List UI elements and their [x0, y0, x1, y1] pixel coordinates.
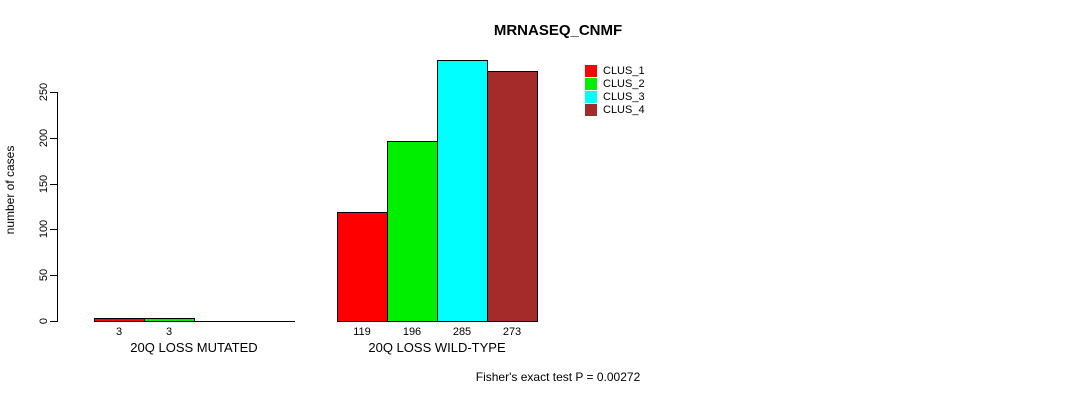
legend-label: CLUS_4 [603, 103, 645, 116]
bar-value-label: 3 [165, 326, 173, 338]
y-tick-label: 250 [38, 82, 50, 102]
y-tick-label: 50 [38, 268, 50, 282]
legend-swatch-icon [585, 77, 597, 90]
bar-clus_3 [437, 60, 488, 322]
legend-item-clus_4: CLUS_4 [585, 103, 645, 116]
legend-label: CLUS_1 [603, 64, 645, 77]
legend-swatch-icon [585, 90, 597, 103]
bar-clus_2 [144, 318, 195, 322]
y-tick [50, 138, 57, 139]
y-tick-label: 200 [38, 128, 50, 148]
bar-value-label: 196 [402, 326, 422, 338]
y-axis-title: number of cases [3, 145, 17, 235]
legend-item-clus_3: CLUS_3 [585, 90, 645, 103]
legend-label: CLUS_2 [603, 77, 645, 90]
bar-clus_4 [487, 71, 538, 322]
chart-title: MRNASEQ_CNMF [493, 22, 623, 39]
y-tick-label: 100 [38, 219, 50, 239]
bar-value-label: 3 [115, 326, 123, 338]
category-label: 20Q LOSS MUTATED [130, 340, 258, 355]
bar-value-label: 273 [502, 326, 522, 338]
bar-value-label: 285 [452, 326, 472, 338]
bar-clus_2 [387, 141, 438, 322]
y-tick-label: 150 [38, 174, 50, 194]
bar-value-label: 119 [353, 326, 371, 338]
y-tick [50, 92, 57, 93]
y-tick [50, 184, 57, 185]
y-tick [50, 229, 57, 230]
fisher-test-annotation: Fisher's exact test P = 0.00272 [475, 370, 641, 384]
legend: CLUS_1 CLUS_2 CLUS_3 CLUS_4 [585, 64, 645, 116]
y-axis-line [57, 92, 58, 322]
legend-swatch-icon [585, 103, 597, 116]
legend-item-clus_2: CLUS_2 [585, 77, 645, 90]
y-tick-label: 0 [38, 317, 50, 325]
y-tick [50, 321, 57, 322]
legend-label: CLUS_3 [603, 90, 645, 103]
legend-item-clus_1: CLUS_1 [585, 64, 645, 77]
legend-swatch-icon [585, 64, 597, 77]
category-label: 20Q LOSS WILD-TYPE [368, 340, 506, 355]
y-tick [50, 275, 57, 276]
bar-clus_1 [94, 318, 145, 322]
bar-clus_1 [337, 212, 388, 322]
